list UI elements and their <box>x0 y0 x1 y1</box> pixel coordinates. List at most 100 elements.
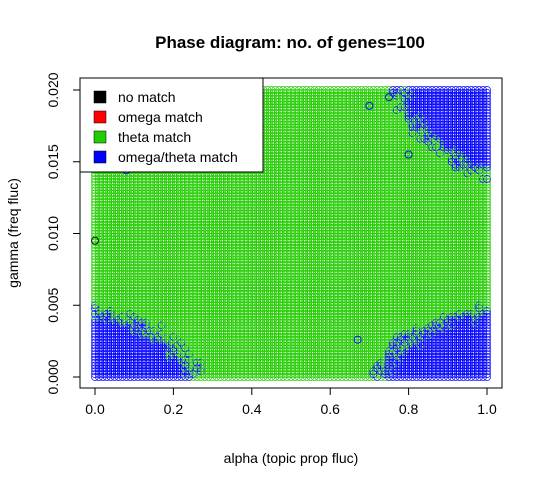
point-omega-theta-match <box>102 332 111 341</box>
point-theta-match <box>95 189 103 198</box>
point-omega-theta-match <box>118 355 127 364</box>
point-theta-match <box>91 287 99 295</box>
point-theta-match <box>98 232 107 241</box>
point-theta-match <box>110 195 119 203</box>
point-theta-match <box>118 241 127 249</box>
point-omega-theta-match <box>110 350 119 358</box>
point-theta-match <box>98 244 107 252</box>
point-omega-theta-match <box>98 315 107 324</box>
point-theta-match <box>110 307 119 315</box>
point-theta-match <box>98 301 107 310</box>
point-theta-match <box>114 266 123 275</box>
point-theta-match <box>91 195 99 203</box>
point-theta-match <box>122 180 131 189</box>
point-omega-theta-match <box>91 353 99 361</box>
point-omega-theta-match <box>110 370 119 378</box>
point-omega-theta-match <box>118 350 127 358</box>
point-omega-theta-match <box>130 321 139 330</box>
point-theta-match <box>118 175 127 183</box>
point-omega-theta-match <box>91 355 99 364</box>
point-theta-match <box>95 186 103 195</box>
point-theta-match <box>102 180 111 189</box>
point-theta-match <box>95 177 103 186</box>
point-theta-match <box>122 284 131 292</box>
point-theta-match <box>106 252 115 261</box>
point-theta-match <box>118 198 127 206</box>
point-omega-theta-match <box>126 335 135 344</box>
point-theta-match <box>114 307 123 315</box>
point-theta-match <box>91 255 99 264</box>
point-theta-match <box>95 226 103 235</box>
point-omega-theta-match <box>106 324 115 333</box>
point-theta-match <box>114 281 123 290</box>
point-theta-match <box>122 272 131 281</box>
point-theta-match <box>130 327 139 335</box>
point-omega-theta-match <box>134 364 142 373</box>
point-theta-match <box>95 229 103 238</box>
point-theta-match <box>134 304 142 312</box>
point-theta-match <box>102 304 111 312</box>
point-theta-match <box>106 255 115 264</box>
point-omega-theta-match <box>95 324 103 333</box>
point-theta-match <box>106 289 115 298</box>
point-theta-match <box>102 215 111 223</box>
point-theta-match <box>98 275 107 284</box>
point-theta-match <box>110 223 119 232</box>
point-theta-match <box>114 295 123 304</box>
point-theta-match <box>95 298 103 307</box>
point-theta-match <box>106 275 115 284</box>
point-theta-match <box>95 312 103 321</box>
point-theta-match <box>114 241 123 249</box>
point-theta-match <box>91 192 99 201</box>
point-omega-theta-match <box>95 370 103 378</box>
point-theta-match <box>126 175 135 183</box>
point-omega-theta-match <box>98 353 107 361</box>
point-omega-theta-match <box>118 341 127 350</box>
point-theta-match <box>110 269 119 278</box>
point-theta-match <box>122 318 131 327</box>
point-theta-match <box>118 189 127 198</box>
point-omega-theta-match <box>98 330 107 338</box>
point-omega-theta-match <box>126 353 135 361</box>
point-omega-theta-match <box>126 324 135 333</box>
point-omega-theta-match <box>102 327 111 335</box>
point-theta-match <box>102 195 111 203</box>
point-theta-match <box>114 180 123 189</box>
point-theta-match <box>106 218 115 226</box>
point-omega-theta-match <box>95 358 103 367</box>
point-theta-match <box>102 287 111 295</box>
point-theta-match <box>130 232 139 241</box>
point-theta-match <box>91 209 99 218</box>
point-theta-match <box>102 223 111 232</box>
point-theta-match <box>102 226 111 235</box>
point-theta-match <box>106 266 115 275</box>
point-theta-match <box>98 226 107 235</box>
point-omega-theta-match <box>95 332 103 341</box>
point-theta-match <box>98 200 107 209</box>
point-omega-theta-match <box>102 355 111 364</box>
point-theta-match <box>118 310 127 318</box>
point-theta-match <box>95 238 103 246</box>
point-omega-theta-match <box>102 373 111 381</box>
point-omega-theta-match <box>126 330 135 338</box>
point-theta-match <box>118 258 127 267</box>
point-omega-theta-match <box>95 353 103 361</box>
point-omega-theta-match <box>134 353 142 361</box>
point-omega-theta-match <box>118 358 127 367</box>
point-theta-match <box>98 252 107 261</box>
point-omega-theta-match <box>126 364 135 373</box>
point-theta-match <box>102 295 111 304</box>
point-theta-match <box>98 295 107 304</box>
point-omega-theta-match <box>102 367 111 376</box>
point-theta-match <box>130 252 139 261</box>
point-theta-match <box>102 281 111 290</box>
point-omega-theta-match <box>106 364 115 373</box>
point-omega-theta-match <box>91 367 99 376</box>
point-omega-theta-match <box>114 315 123 324</box>
point-theta-match <box>106 206 115 215</box>
point-theta-match <box>110 218 119 226</box>
point-omega-theta-match <box>130 373 139 381</box>
point-theta-match <box>98 241 107 249</box>
point-theta-match <box>102 272 111 281</box>
point-theta-match <box>95 183 103 192</box>
